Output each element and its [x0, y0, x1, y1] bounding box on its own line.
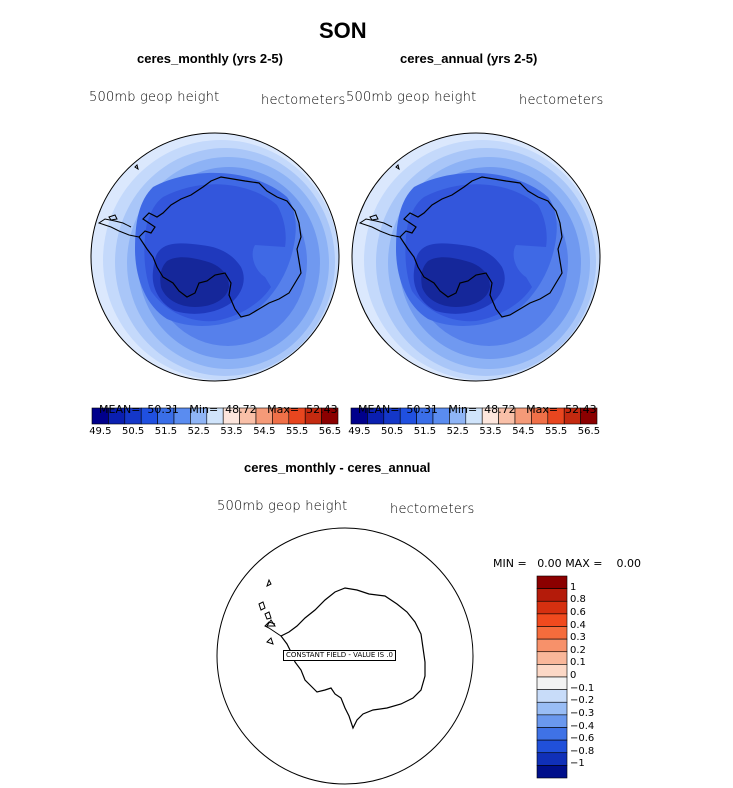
- panel-1-max: 52.43: [306, 403, 338, 416]
- difference-colorbar-swatch: [537, 576, 567, 589]
- difference-colorbar-label: −1: [570, 758, 585, 769]
- panel-2-stats: MEAN= 50.31 Min= 48.72 Max= 52.43: [351, 390, 597, 416]
- difference-colorbar-label: 0.4: [570, 620, 586, 631]
- colorbar-tick-label: 54.5: [512, 426, 534, 437]
- difference-colorbar-swatch: [537, 728, 567, 741]
- difference-colorbar-swatch: [537, 753, 567, 766]
- colorbar-tick-label: 55.5: [545, 426, 567, 437]
- panel-1-min: 48.72: [225, 403, 257, 416]
- difference-colorbar-swatch: [537, 702, 567, 715]
- panel-2-min: 48.72: [484, 403, 516, 416]
- colorbar-tick-label: 52.5: [447, 426, 469, 437]
- difference-colorbar-label: 0: [570, 670, 576, 681]
- colorbar-tick-label: 56.5: [319, 426, 341, 437]
- panel-2-mean: 50.31: [406, 403, 438, 416]
- panel-2-max-label: Max=: [526, 403, 558, 416]
- colorbar-tick-label: 55.5: [286, 426, 308, 437]
- difference-colorbar-swatch: [537, 677, 567, 690]
- colorbar-tick-label: 50.5: [122, 426, 144, 437]
- difference-colorbar-swatch: [537, 589, 567, 602]
- difference-colorbar-swatch: [537, 614, 567, 627]
- difference-min-label: MIN =: [493, 557, 527, 570]
- panel-2-mean-label: MEAN=: [358, 403, 399, 416]
- panel-1-stats: MEAN= 50.31 Min= 48.72 Max= 52.43: [92, 390, 338, 416]
- colorbar-tick-label: 49.5: [89, 426, 111, 437]
- panel-1-max-label: Max=: [267, 403, 299, 416]
- colorbar-tick-label: 56.5: [578, 426, 600, 437]
- difference-colorbar-label: −0.4: [570, 721, 594, 732]
- panel-1-mean: 50.31: [147, 403, 179, 416]
- colorbar-tick-label: 51.5: [155, 426, 177, 437]
- panel-2-max: 52.43: [565, 403, 597, 416]
- difference-colorbar-label: 0.3: [570, 632, 586, 643]
- difference-colorbar-label: −0.6: [570, 733, 594, 744]
- difference-colorbar-label: 1: [570, 582, 576, 593]
- colorbar-tick-label: 53.5: [479, 426, 501, 437]
- difference-colorbar-label: −0.3: [570, 708, 594, 719]
- colorbar-difference: [537, 576, 567, 778]
- colorbar-tick-label: 49.5: [348, 426, 370, 437]
- colorbar-tick-label: 53.5: [220, 426, 242, 437]
- panel-1-mean-label: MEAN=: [99, 403, 140, 416]
- difference-colorbar-label: 0.6: [570, 607, 586, 618]
- difference-stats: MIN = 0.00 MAX = 0.00: [486, 544, 641, 570]
- difference-colorbar-label: 0.2: [570, 645, 586, 656]
- difference-colorbar-swatch: [537, 601, 567, 614]
- difference-min: 0.00: [537, 557, 562, 570]
- difference-max: 0.00: [616, 557, 641, 570]
- difference-colorbar-label: −0.1: [570, 683, 594, 694]
- constant-field-note: CONSTANT FIELD - VALUE IS .0: [283, 650, 396, 661]
- difference-colorbar-swatch: [537, 715, 567, 728]
- colorbar-tick-label: 52.5: [188, 426, 210, 437]
- panel-2-min-label: Min=: [448, 403, 477, 416]
- colorbar-tick-label: 54.5: [253, 426, 275, 437]
- difference-colorbar-swatch: [537, 652, 567, 665]
- difference-colorbar-swatch: [537, 627, 567, 640]
- difference-colorbar-swatch: [537, 740, 567, 753]
- difference-colorbar-label: 0.1: [570, 657, 586, 668]
- difference-units: hectometers: [390, 502, 475, 517]
- difference-max-label: MAX =: [565, 557, 602, 570]
- difference-subtitle: ceres_monthly - ceres_annual: [244, 460, 430, 475]
- difference-colorbar-swatch: [537, 664, 567, 677]
- difference-colorbar-swatch: [537, 690, 567, 703]
- difference-colorbar-label: −0.8: [570, 746, 594, 757]
- difference-colorbar-swatch: [537, 639, 567, 652]
- colorbar-tick-label: 51.5: [414, 426, 436, 437]
- panel-1-min-label: Min=: [189, 403, 218, 416]
- difference-variable: 500mb geop height: [217, 499, 347, 514]
- difference-colorbar-swatch: [537, 765, 567, 778]
- colorbar-tick-label: 50.5: [381, 426, 403, 437]
- difference-colorbar-label: −0.2: [570, 695, 594, 706]
- constant-field-text: CONSTANT FIELD - VALUE IS .0: [286, 651, 393, 659]
- difference-colorbar-label: 0.8: [570, 594, 586, 605]
